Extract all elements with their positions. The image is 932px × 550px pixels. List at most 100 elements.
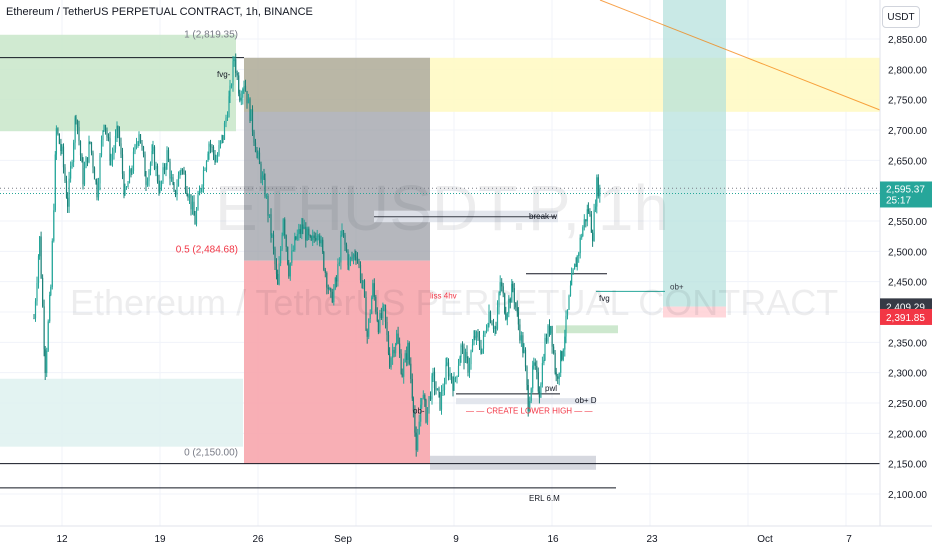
candle-body [341,230,343,236]
candle-body [504,293,506,314]
price-tick-label: 2,500.00 [888,247,927,258]
candle-body [240,97,242,101]
candle-body [589,211,591,215]
candle-body [114,135,117,149]
candle-body [187,195,189,198]
candle-body [165,165,167,171]
candle-body [152,146,154,152]
candle-body [424,394,426,401]
candle-body [312,235,314,241]
candle-body [506,313,508,320]
candle-body [376,311,378,322]
candle-body [46,350,48,374]
candle-body [54,154,56,211]
candle-body [151,151,153,164]
candle-body [176,186,178,195]
annotation-label: fvg- [217,70,231,79]
candle-body [532,365,534,389]
candle-body [294,236,296,251]
watermark-name: Ethereum / TetherUS PERPETUAL CONTRACT [70,282,838,323]
candle-body [399,343,401,354]
candle-body [496,307,499,329]
candle-body [519,324,521,341]
candle-body [166,150,168,166]
candle-body [197,195,199,210]
candle-body [268,214,271,216]
candle-body [454,377,457,379]
candle-body [524,349,527,367]
candle-body [232,61,234,86]
candle-body [335,278,337,282]
time-tick-label: 16 [547,534,559,545]
candle-body [548,325,551,334]
candle-body [218,145,220,156]
candle-body [475,331,478,339]
candle-body [447,362,450,377]
candle-body [375,296,377,312]
candle-body [156,166,159,182]
candle-body [590,214,592,233]
candle-body [492,325,495,330]
candle-body [565,315,567,337]
candle-body [123,173,125,195]
candle-body [284,219,286,236]
candle-body [359,264,362,281]
annotation-label: liss 4hv [430,292,457,301]
candle-body [43,306,45,350]
candle-body [202,170,205,187]
candle-body [320,239,322,244]
candle-body [97,183,100,198]
candle-body [482,335,485,349]
candle-body [545,337,548,342]
candle-body [183,170,185,175]
candle-body [121,154,124,174]
candle-body [358,260,360,265]
candle-body [251,109,254,132]
candle-body [215,161,217,163]
candle-body [344,235,346,245]
annotation-label: ob+ D [575,396,597,405]
candle-body [93,167,96,180]
candle-body [323,251,325,270]
annotation-label: pwl [545,384,557,393]
candle-body [383,304,385,307]
candle-body [517,312,519,325]
candle-body [534,362,536,366]
candle-body [362,280,364,284]
candle-body [131,170,133,173]
candle-body [117,126,119,132]
candle-body [348,259,350,266]
candle-body [159,185,161,192]
candle-body [228,96,230,117]
time-tick-label: 23 [646,534,658,545]
candle-body [349,257,352,260]
candle-body [340,235,342,263]
candle-body [120,143,122,155]
candle-body [216,155,219,162]
candle-body [104,124,107,131]
candle-body [214,154,216,162]
candle-body [415,432,417,451]
candle-body [239,93,241,101]
price-tick-label: 2,700.00 [888,126,927,137]
candle-body [33,318,35,320]
candle-body [471,344,474,352]
currency-button[interactable]: USDT [882,6,920,28]
candle-body [495,327,497,329]
yellow-zone [430,57,880,112]
candle-body [142,146,145,155]
time-tick-label: 19 [154,534,166,545]
chart-title: Ethereum / TetherUS PERPETUAL CONTRACT, … [6,6,313,18]
candle-body [296,234,298,240]
candle-body [177,175,180,187]
candle-body [558,372,560,379]
candle-body [536,365,538,373]
candle-body [238,75,240,94]
candle-body [298,229,300,235]
candle-body [134,145,136,152]
candle-body [461,345,464,348]
candle-body [403,362,405,377]
price-tick-label: 2,200.00 [888,429,927,440]
candle-body [395,343,397,354]
